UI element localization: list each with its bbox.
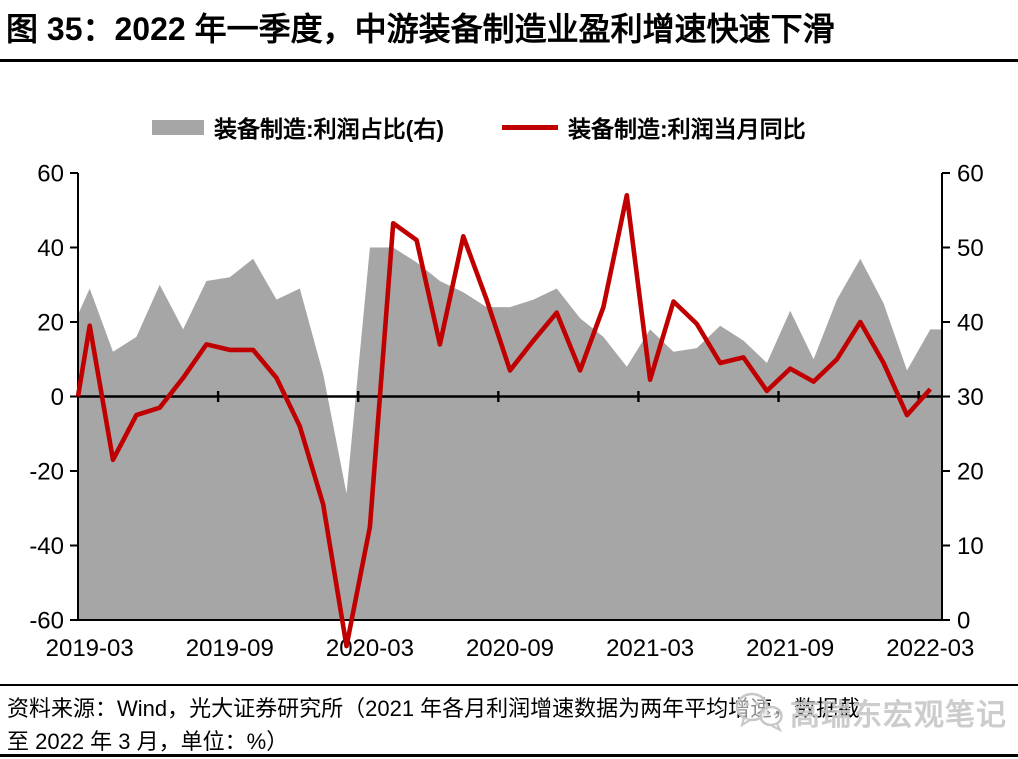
x-axis-tick-label: 2020-09 xyxy=(466,635,554,662)
left-axis-tick-label: 40 xyxy=(37,235,64,262)
profit-yoy-line-series xyxy=(75,193,933,649)
left-axis-tick-label: 20 xyxy=(37,310,64,337)
profit-share-area-series xyxy=(78,247,942,620)
x-axis-tick-label: 2019-03 xyxy=(46,635,134,662)
x-axis-tick-label: 2022-03 xyxy=(886,635,974,662)
source-divider-rule xyxy=(0,684,1018,686)
x-axis-tick-label: 2021-09 xyxy=(746,635,834,662)
legend-label-profit-yoy: 装备制造:利润当月同比 xyxy=(567,116,806,142)
right-axis-tick-label: 50 xyxy=(957,235,984,262)
x-axis-tick-label: 2020-03 xyxy=(326,635,414,662)
right-axis-tick-label: 30 xyxy=(957,384,984,411)
line-series-swatch xyxy=(501,124,558,130)
left-axis-tick-label: -40 xyxy=(29,533,64,560)
legend-label-profit-share: 装备制造:利润占比(右) xyxy=(214,116,444,142)
area-series-swatch xyxy=(152,119,204,135)
right-axis-tick-label: 60 xyxy=(957,161,984,188)
left-axis-tick-label: 0 xyxy=(51,384,64,411)
source-note-line2: 至 2022 年 3 月，单位：%） xyxy=(7,729,289,754)
right-axis-tick-label: 20 xyxy=(957,459,984,486)
left-axis-tick-label: -20 xyxy=(29,459,64,486)
bottom-border-rule xyxy=(0,754,1018,757)
source-note: 资料来源：Wind，光大证券研究所（2021 年各月利润增速数据为两年平均增速，… xyxy=(7,692,1011,758)
legend-item-profit-share: 装备制造:利润占比(右) xyxy=(152,110,444,144)
left-axis-tick-label: 60 xyxy=(37,161,64,188)
title-divider-rule xyxy=(0,59,1018,62)
chart-plot-area: 60 40 20 0 -20 -40 -60 60 50 40 30 20 10 0 2019-03 2019… xyxy=(29,161,984,663)
x-axis-tick-label: 2021-03 xyxy=(606,635,694,662)
legend-item-profit-yoy: 装备制造:利润当月同比 xyxy=(501,110,806,144)
figure-title: 图 35：2022 年一季度，中游装备制造业盈利增速快速下滑 xyxy=(6,11,835,47)
left-axis-tick-label: -60 xyxy=(29,608,64,635)
right-axis-tick-label: 0 xyxy=(957,608,970,635)
source-note-line1: 资料来源：Wind，光大证券研究所（2021 年各月利润增速数据为两年平均增速，… xyxy=(7,696,861,721)
right-axis-tick-label: 10 xyxy=(957,533,984,560)
chart-legend: 装备制造:利润占比(右) 装备制造:利润当月同比 xyxy=(152,110,806,144)
right-axis-tick-label: 40 xyxy=(957,310,984,337)
x-axis-tick-label: 2019-09 xyxy=(186,635,274,662)
